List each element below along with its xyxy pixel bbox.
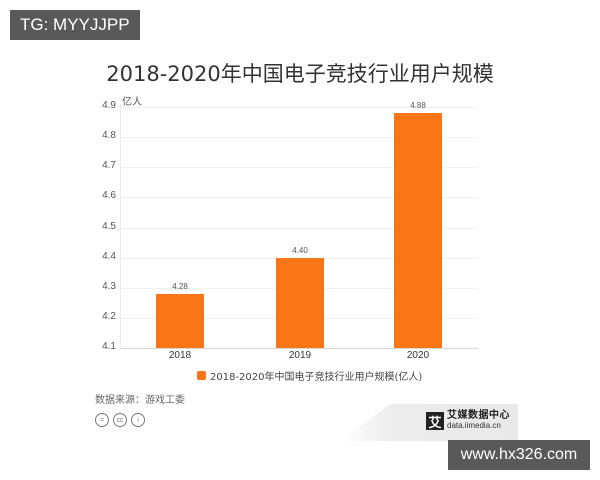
data-source: 数据来源：游戏工委 (95, 395, 185, 406)
y-tick-label: 4.7 (102, 160, 116, 172)
bar-2019 (276, 257, 324, 348)
creative-commons-icons: = cc i (95, 413, 145, 427)
y-tick-label: 4.6 (102, 190, 116, 202)
x-tick-label: 2019 (288, 350, 312, 361)
gridline (120, 167, 478, 169)
brand-url: data.iimedia.cn (447, 421, 501, 430)
bar-value-label: 4.28 (172, 281, 188, 291)
no-derivatives-icon: = (95, 413, 109, 427)
y-tick-label: 4.8 (102, 130, 116, 142)
bar-2018 (156, 293, 204, 348)
brand-logo: 艾 艾媒数据中心 data.iimedia.cn (426, 411, 510, 431)
y-tick-label: 4.9 (102, 100, 116, 111)
y-tick-label: 4.5 (102, 220, 116, 232)
x-tick-label: 2020 (406, 350, 430, 361)
gridline (120, 137, 478, 139)
x-axis-line (120, 348, 478, 349)
bar-value-label: 4.88 (410, 101, 426, 111)
y-axis-unit: 亿人 (122, 97, 142, 108)
gridline (120, 107, 478, 108)
bar-2020 (394, 113, 442, 348)
legend-label: 2018-2020年中国电子竞技行业用户规模(亿人) (210, 372, 423, 383)
chart-title: 2018-2020年中国电子竞技行业用户规模 (106, 62, 494, 86)
bar-value-label: 4.40 (292, 245, 308, 255)
cc-icon: cc (113, 413, 127, 427)
watermark-badge-top: TG: MYYJJPP (10, 10, 140, 40)
y-tick-label: 4.4 (102, 250, 116, 262)
attribution-icon: i (131, 413, 145, 427)
x-tick-label: 2018 (168, 350, 192, 361)
legend-swatch (197, 371, 206, 380)
y-tick-label: 4.3 (102, 280, 116, 292)
gridline (120, 227, 478, 229)
iimedia-logo-icon: 艾 (426, 412, 444, 431)
watermark-badge-bottom: www.hx326.com (448, 440, 590, 470)
legend: 2018-2020年中国电子竞技行业用户规模(亿人) (197, 368, 422, 383)
y-tick-label: 4.1 (102, 341, 116, 352)
y-tick-label: 4.2 (102, 310, 116, 322)
y-axis-line (120, 104, 121, 348)
gridline (120, 197, 478, 199)
brand-name: 艾媒数据中心 (447, 410, 510, 421)
